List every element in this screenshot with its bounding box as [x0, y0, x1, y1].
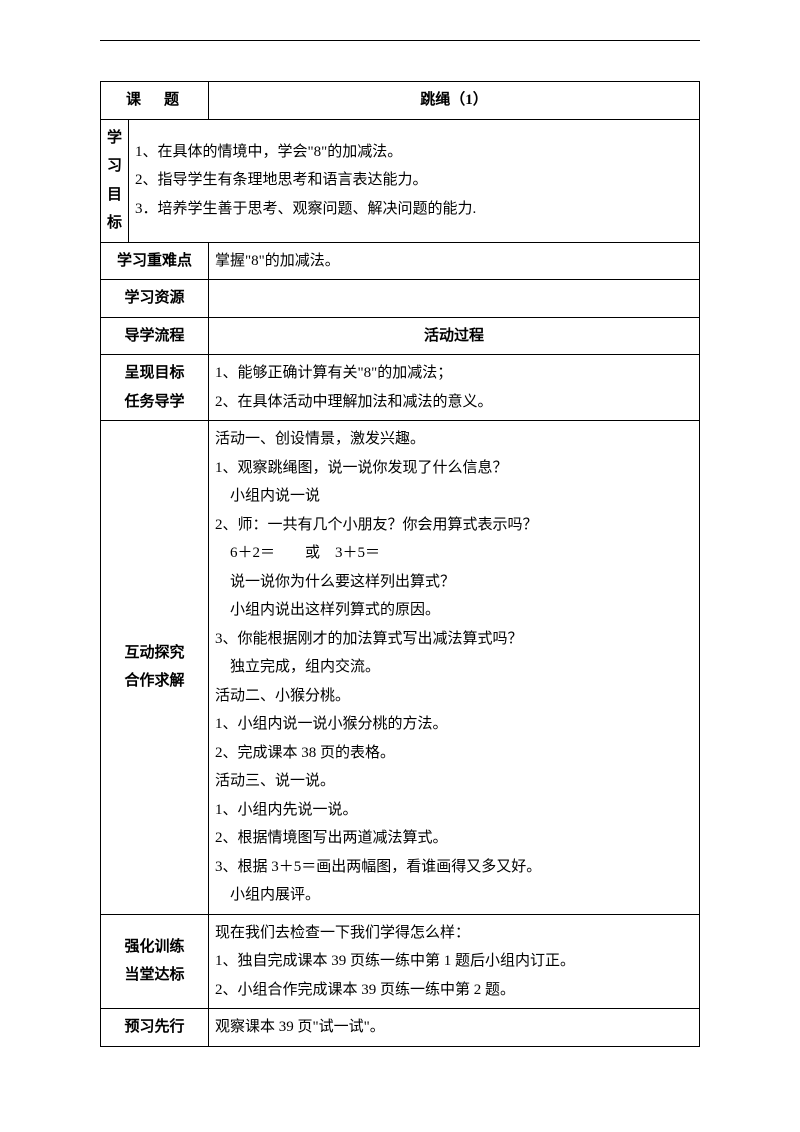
row-flow-header: 导学流程 活动过程 [101, 317, 700, 355]
flow-process: 活动过程 [209, 317, 700, 355]
row-preview: 预习先行 观察课本 39 页"试一试"。 [101, 1009, 700, 1047]
goal-content: 1、在具体的情境中，学会"8"的加减法。 2、指导学生有条理地思考和语言表达能力… [129, 119, 700, 242]
goal-line-1: 1、在具体的情境中，学会"8"的加减法。 [135, 138, 693, 167]
resources-label: 学习资源 [101, 280, 209, 318]
row-topic: 课 题 跳绳（1） [101, 82, 700, 120]
goal-label: 学 习 目 标 [101, 119, 129, 242]
row-resources: 学习资源 [101, 280, 700, 318]
resources-value [209, 280, 700, 318]
row-difficulty: 学习重难点 掌握"8"的加减法。 [101, 242, 700, 280]
flow-label: 导学流程 [101, 317, 209, 355]
topic-value: 跳绳（1） [209, 82, 700, 120]
header-rule [100, 40, 700, 41]
row-train: 强化训练 当堂达标 现在我们去检查一下我们学得怎么样： 1、独自完成课本 39 … [101, 914, 700, 1009]
present-content: 1、能够正确计算有关"8"的加减法； 2、在具体活动中理解加法和减法的意义。 [209, 355, 700, 421]
preview-value: 观察课本 39 页"试一试"。 [209, 1009, 700, 1047]
row-explore: 互动探究 合作求解 活动一、创设情景，激发兴趣。 1、观察跳绳图，说一说你发现了… [101, 421, 700, 915]
topic-label: 课 题 [101, 82, 209, 120]
difficulty-label: 学习重难点 [101, 242, 209, 280]
preview-label: 预习先行 [101, 1009, 209, 1047]
goal-line-3: 3．培养学生善于思考、观察问题、解决问题的能力. [135, 195, 693, 224]
present-label: 呈现目标 任务导学 [101, 355, 209, 421]
row-goal: 学 习 目 标 1、在具体的情境中，学会"8"的加减法。 2、指导学生有条理地思… [101, 119, 700, 242]
explore-label: 互动探究 合作求解 [101, 421, 209, 915]
train-label: 强化训练 当堂达标 [101, 914, 209, 1009]
lesson-plan-table: 课 题 跳绳（1） 学 习 目 标 1、在具体的情境中，学会"8"的加减法。 2… [100, 81, 700, 1047]
difficulty-value: 掌握"8"的加减法。 [209, 242, 700, 280]
row-present: 呈现目标 任务导学 1、能够正确计算有关"8"的加减法； 2、在具体活动中理解加… [101, 355, 700, 421]
goal-line-2: 2、指导学生有条理地思考和语言表达能力。 [135, 166, 693, 195]
explore-content: 活动一、创设情景，激发兴趣。 1、观察跳绳图，说一说你发现了什么信息？ 小组内说… [209, 421, 700, 915]
train-content: 现在我们去检查一下我们学得怎么样： 1、独自完成课本 39 页练一练中第 1 题… [209, 914, 700, 1009]
